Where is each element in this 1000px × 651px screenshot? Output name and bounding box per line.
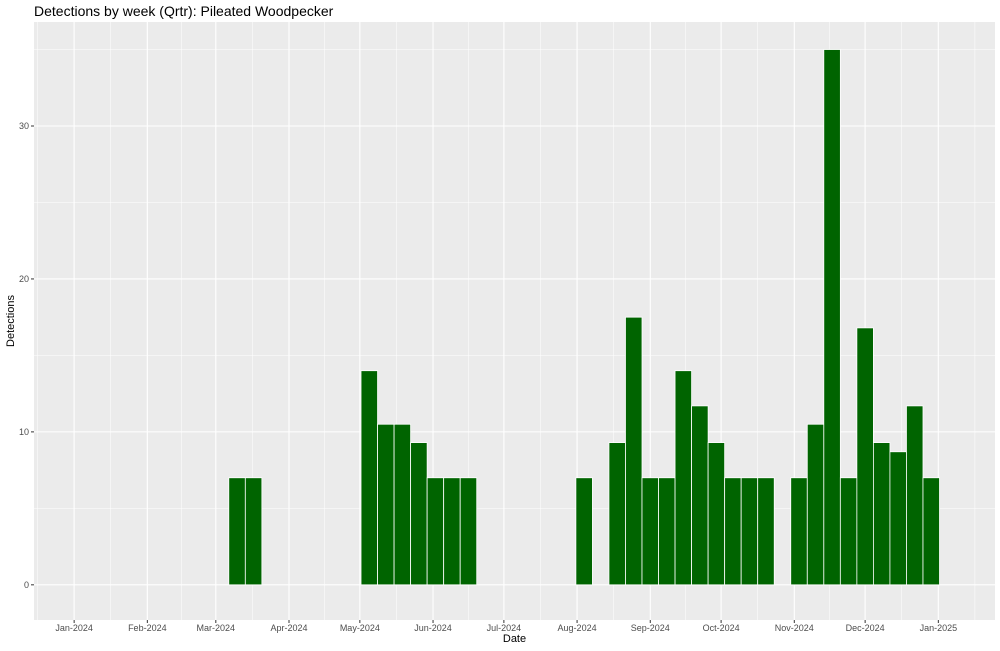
x-tick-label: Jan-2025 xyxy=(920,623,958,633)
y-axis-label: Detections xyxy=(5,295,17,347)
x-axis-label: Date xyxy=(503,633,526,645)
x-tick-label: Dec-2024 xyxy=(846,623,885,633)
bar xyxy=(459,477,478,586)
bar xyxy=(889,451,907,586)
bar xyxy=(641,477,659,586)
bar xyxy=(244,477,263,586)
x-tick-label: Nov-2024 xyxy=(775,623,814,633)
bar xyxy=(608,442,626,586)
x-tick-label: Oct-2024 xyxy=(703,623,740,633)
bar xyxy=(393,423,412,586)
bar xyxy=(790,477,808,586)
bar xyxy=(922,477,940,586)
bar xyxy=(724,477,742,586)
bar xyxy=(856,327,874,586)
bar xyxy=(360,370,378,586)
y-tick-label: 20 xyxy=(19,274,29,284)
bar xyxy=(228,477,246,586)
bar xyxy=(823,49,841,586)
bar xyxy=(410,442,428,586)
x-tick-label: May-2024 xyxy=(340,623,380,633)
bar xyxy=(872,442,891,586)
x-tick-label: Jun-2024 xyxy=(414,623,452,633)
bar xyxy=(740,477,759,586)
x-tick-label: Jan-2024 xyxy=(55,623,93,633)
bar xyxy=(575,477,593,586)
y-tick-label: 0 xyxy=(24,580,29,590)
bars xyxy=(228,49,940,586)
bar xyxy=(906,405,924,586)
y-tick-label: 30 xyxy=(19,121,29,131)
chart-title: Detections by week (Qrtr): Pileated Wood… xyxy=(34,3,334,19)
y-axis-ticks: 0 10 20 30 xyxy=(19,121,34,590)
bar xyxy=(377,423,395,586)
bar xyxy=(839,477,858,586)
bar xyxy=(707,442,726,586)
bar xyxy=(426,477,445,586)
bar xyxy=(674,370,692,586)
x-tick-label: Aug-2024 xyxy=(558,623,597,633)
x-tick-label: Jul-2024 xyxy=(487,623,522,633)
bar xyxy=(691,405,709,586)
x-axis-ticks: Jan-2024 Feb-2024 Mar-2024 Apr-2024 May-2024… xyxy=(55,620,957,633)
bar xyxy=(625,316,643,586)
bar xyxy=(806,423,825,586)
bar xyxy=(757,477,775,586)
y-tick-label: 10 xyxy=(19,427,29,437)
bar xyxy=(658,477,676,586)
bar xyxy=(443,477,461,586)
x-tick-label: Mar-2024 xyxy=(197,623,236,633)
x-tick-label: Feb-2024 xyxy=(128,623,167,633)
x-tick-label: Sep-2024 xyxy=(631,623,670,633)
x-tick-label: Apr-2024 xyxy=(270,623,307,633)
